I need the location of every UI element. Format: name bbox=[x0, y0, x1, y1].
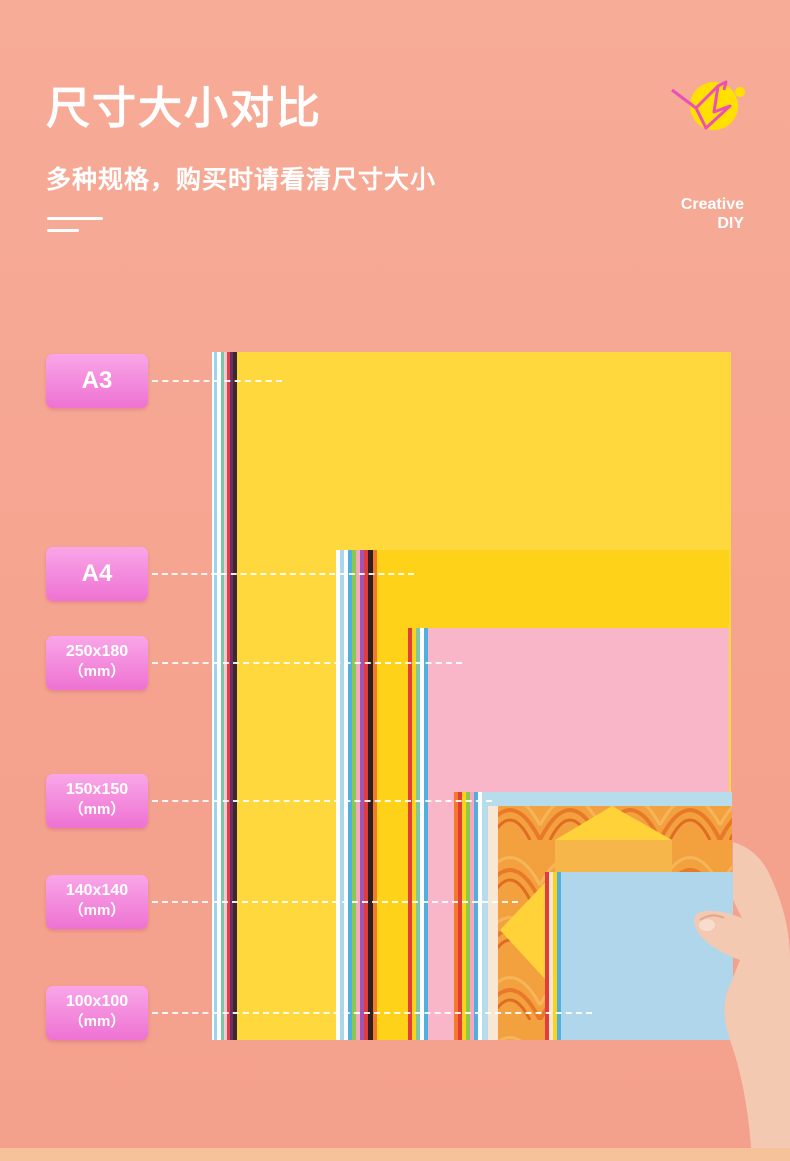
size-tag-150x150: 150x150 （mm） bbox=[46, 774, 148, 828]
size-tag-140x140-value: 140x140 bbox=[65, 882, 129, 899]
decor-line-top bbox=[47, 217, 103, 220]
size-tag-a4-label: A4 bbox=[81, 560, 113, 587]
size-tag-a3-label: A3 bbox=[81, 367, 113, 394]
size-tag-140x140-unit: （mm） bbox=[68, 902, 126, 919]
size-tag-a3: A3 bbox=[46, 354, 148, 408]
page-subtitle: 多种规格，购买时请看清尺寸大小 bbox=[46, 165, 437, 194]
size-tag-250x180-unit: （mm） bbox=[68, 663, 126, 680]
brand-line-2: DIY bbox=[717, 215, 744, 232]
dash-line-150x150 bbox=[152, 800, 492, 802]
size-tag-250x180-value: 250x180 bbox=[65, 643, 129, 660]
size-tag-140x140: 140x140 （mm） bbox=[46, 875, 148, 929]
dash-line-100x100 bbox=[152, 1012, 592, 1014]
dash-line-250x180 bbox=[152, 662, 462, 664]
dash-line-a4 bbox=[152, 573, 414, 575]
decor-line-bottom bbox=[47, 229, 79, 232]
size-tag-100x100: 100x100 （mm） bbox=[46, 986, 148, 1040]
brand-text: Creative DIY bbox=[681, 195, 744, 233]
paper-crane-icon bbox=[671, 80, 745, 130]
size-tag-250x180: 250x180 （mm） bbox=[46, 636, 148, 690]
size-tag-100x100-value: 100x100 bbox=[65, 993, 129, 1010]
dash-line-140x140 bbox=[152, 901, 518, 903]
size-tag-a4: A4 bbox=[46, 547, 148, 601]
size-tag-150x150-unit: （mm） bbox=[68, 801, 126, 818]
size-tag-100x100-unit: （mm） bbox=[68, 1013, 126, 1030]
100x100-paper-stack bbox=[545, 872, 733, 1040]
size-tag-150x150-value: 150x150 bbox=[65, 781, 129, 798]
brand-line-1: Creative bbox=[680, 196, 744, 213]
dash-line-a3 bbox=[152, 380, 282, 382]
hand-illustration bbox=[694, 842, 790, 1161]
page-title: 尺寸大小对比 bbox=[46, 83, 322, 134]
